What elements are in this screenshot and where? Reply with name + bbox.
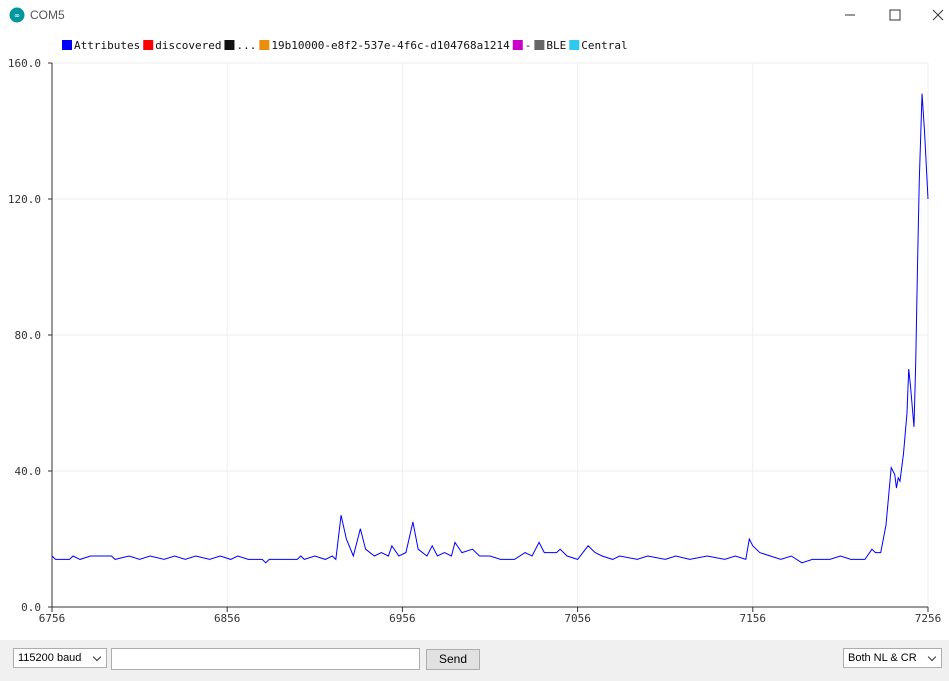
legend-label: Attributes — [74, 39, 140, 52]
y-tick-label: 0.0 — [21, 601, 41, 614]
y-tick-label: 120.0 — [8, 193, 41, 206]
legend-swatch — [143, 40, 154, 50]
legend-swatch — [259, 40, 270, 50]
send-button[interactable]: Send — [426, 649, 480, 670]
legend-label: - — [525, 39, 532, 52]
x-tick-label: 6756 — [39, 612, 66, 625]
legend-swatch — [569, 40, 580, 50]
y-tick-label: 80.0 — [15, 329, 42, 342]
title-bar: ∞ COM5 — [0, 0, 949, 30]
bottom-bar: 115200 baud Send Both NL & CR — [0, 640, 949, 681]
legend-label: 19b10000-e8f2-537e-4f6c-d104768a1214 — [271, 39, 510, 52]
legend-label: discovered — [155, 39, 221, 52]
x-tick-label: 7156 — [740, 612, 767, 625]
x-tick-label: 6856 — [214, 612, 241, 625]
y-tick-label: 160.0 — [8, 57, 41, 70]
window-controls[interactable] — [819, 0, 949, 30]
legend-label: ... — [236, 39, 256, 52]
legend-label: Central — [581, 39, 627, 52]
app-icon: ∞ — [9, 7, 25, 23]
x-tick-label: 7056 — [564, 612, 591, 625]
window-title: COM5 — [30, 8, 65, 22]
legend-swatch — [512, 40, 523, 50]
line-ending-select[interactable]: Both NL & CR — [843, 648, 942, 668]
legend-swatch — [224, 40, 235, 50]
y-tick-label: 40.0 — [15, 465, 42, 478]
legend-swatch — [62, 40, 72, 50]
x-tick-label: 6956 — [389, 612, 416, 625]
legend-swatch — [534, 40, 545, 50]
message-input[interactable] — [111, 648, 420, 670]
legend-label: BLE — [546, 39, 566, 52]
x-tick-label: 7256 — [915, 612, 942, 625]
plot: 0.0 40.0 80.0 120.0 160.0 6756 6856 6956 7056 715… — [8, 39, 942, 625]
baud-select[interactable]: 115200 baud — [13, 648, 107, 668]
data-line — [51, 93, 929, 564]
svg-text:∞: ∞ — [15, 11, 20, 20]
